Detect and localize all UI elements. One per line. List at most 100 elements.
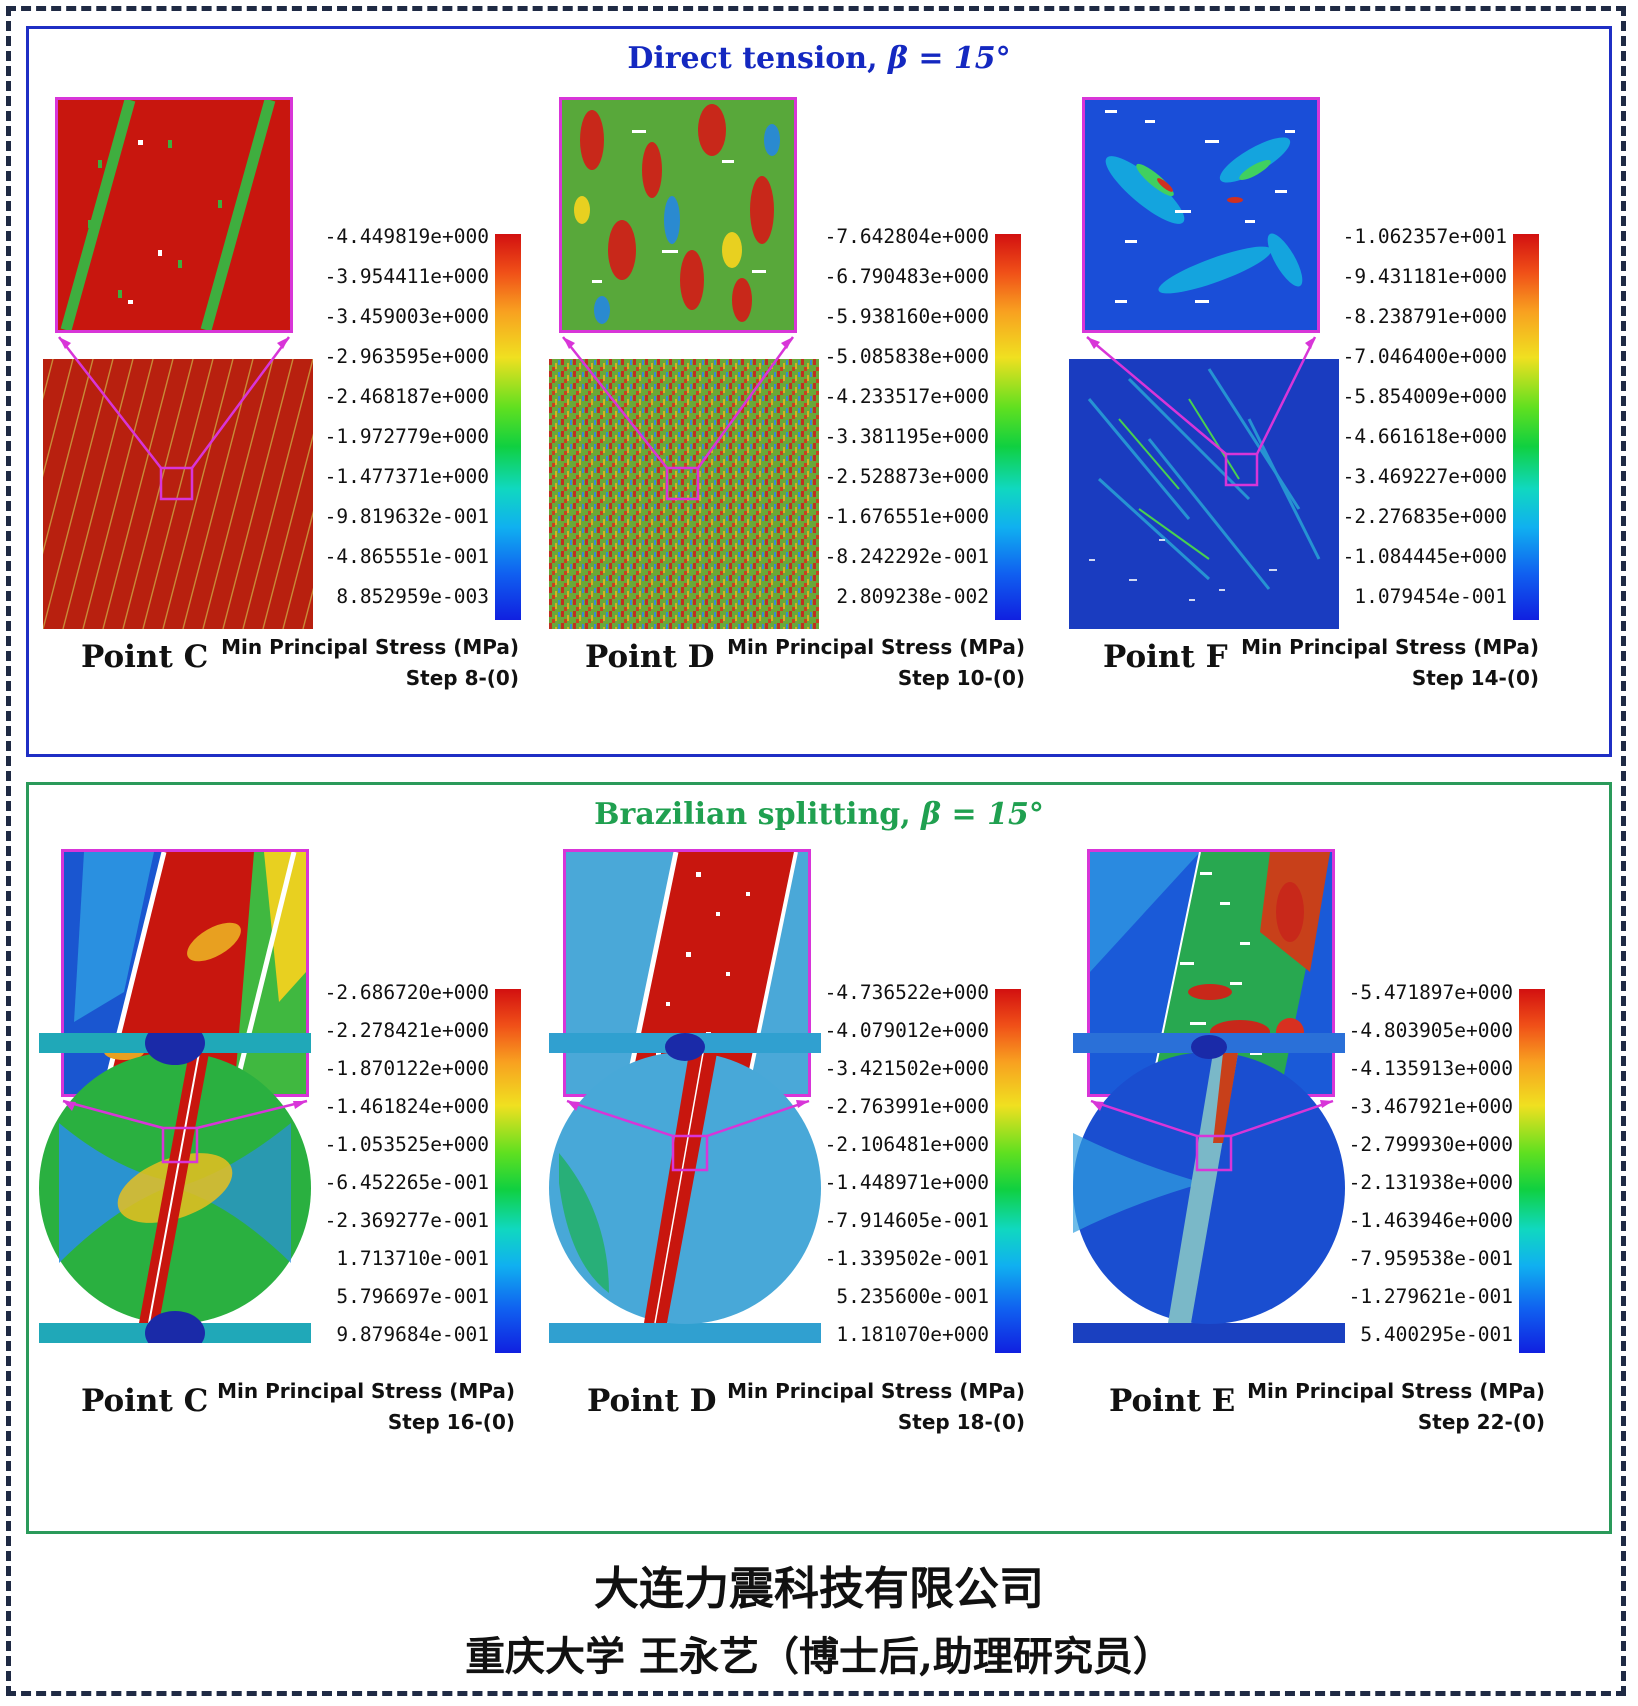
legend-value: 8.852959e-003 [336, 585, 489, 608]
stress-label: Min Principal Stress (MPa) [221, 635, 519, 659]
legend-value: -7.642804e+000 [824, 225, 989, 248]
panel-top-point-f: -1.062357e+001 -9.431181e+000 -8.238791e… [1069, 29, 1609, 754]
legend-value: -9.819632e-001 [324, 505, 489, 528]
legend-value: -2.686720e+000 [324, 981, 489, 1004]
legend-value: 5.235600e-001 [836, 1285, 989, 1308]
specimen-image [39, 1033, 311, 1343]
legend-value: -4.661618e+000 [1342, 425, 1507, 448]
panel-bottom-point-d: -4.736522e+000 -4.079012e+000 -3.421502e… [549, 785, 1069, 1531]
legend-value: -1.053525e+000 [324, 1133, 489, 1156]
footer-company: 大连力震科技有限公司 [593, 1562, 1044, 1615]
step-label: Step 14-(0) [1411, 666, 1539, 690]
brazilian-splitting-section: Brazilian splitting, β = 15° [26, 782, 1612, 1534]
colorbar [1519, 989, 1545, 1353]
stress-label: Min Principal Stress (MPa) [1241, 635, 1539, 659]
legend-value: -4.135913e+000 [1348, 1057, 1513, 1080]
colorbar [1513, 234, 1539, 620]
title-beta: β = 15° [921, 797, 1044, 832]
legend-value: -1.461824e+000 [324, 1095, 489, 1118]
legend-value: -7.046400e+000 [1342, 345, 1507, 368]
legend-value: -5.938160e+000 [824, 305, 989, 328]
legend-value: -3.381195e+000 [824, 425, 989, 448]
panel-top-point-d: -7.642804e+000 -6.790483e+000 -5.938160e… [549, 29, 1069, 754]
legend-values: -5.471897e+000 -4.803905e+000 -4.135913e… [1323, 981, 1513, 1381]
stress-label: Min Principal Stress (MPa) [217, 1379, 515, 1403]
legend-value: -2.963595e+000 [324, 345, 489, 368]
legend-value: -2.763991e+000 [824, 1095, 989, 1118]
legend-value: -4.449819e+000 [324, 225, 489, 248]
legend-value: -2.528873e+000 [824, 465, 989, 488]
legend-value: -5.471897e+000 [1348, 981, 1513, 1004]
legend-value: -7.959538e-001 [1348, 1247, 1513, 1270]
panel-bottom-point-e: -5.471897e+000 -4.803905e+000 -4.135913e… [1069, 785, 1609, 1531]
direct-tension-title: Direct tension, β = 15° [29, 41, 1609, 76]
legend-value: 1.713710e-001 [336, 1247, 489, 1270]
legend-values: -7.642804e+000 -6.790483e+000 -5.938160e… [799, 225, 989, 625]
legend-value: -1.062357e+001 [1342, 225, 1507, 248]
point-label: Point D [585, 639, 715, 675]
legend-value: -1.448971e+000 [824, 1171, 989, 1194]
legend-value: -3.954411e+000 [324, 265, 489, 288]
legend-value: -1.339502e-001 [824, 1247, 989, 1270]
specimen-image [549, 359, 819, 629]
legend-value: -4.803905e+000 [1348, 1019, 1513, 1042]
step-label: Step 18-(0) [897, 1410, 1025, 1434]
stress-label: Min Principal Stress (MPa) [727, 635, 1025, 659]
panel-top-point-c: -4.449819e+000 -3.954411e+000 -3.459003e… [29, 29, 549, 754]
title-text: Direct tension, [627, 41, 888, 76]
brazilian-splitting-title: Brazilian splitting, β = 15° [29, 797, 1609, 832]
colorbar [495, 234, 521, 620]
legend-values: -4.449819e+000 -3.954411e+000 -3.459003e… [299, 225, 489, 625]
legend-value: -1.477371e+000 [324, 465, 489, 488]
legend-values: -1.062357e+001 -9.431181e+000 -8.238791e… [1319, 225, 1507, 625]
legend-value: -3.421502e+000 [824, 1057, 989, 1080]
title-beta: β = 15° [887, 41, 1011, 76]
legend-value: -1.463946e+000 [1348, 1209, 1513, 1232]
point-label: Point F [1103, 639, 1228, 675]
legend-value: 5.796697e-001 [336, 1285, 489, 1308]
legend-value: 1.181070e+000 [836, 1323, 989, 1346]
legend-value: 1.079454e-001 [1354, 585, 1507, 608]
legend-value: -3.467921e+000 [1348, 1095, 1513, 1118]
legend-values: -2.686720e+000 -2.278421e+000 -1.870122e… [299, 981, 489, 1381]
point-label: Point C [81, 1383, 209, 1419]
legend-value: -2.278421e+000 [324, 1019, 489, 1042]
legend-value: -1.870122e+000 [324, 1057, 489, 1080]
step-label: Step 16-(0) [387, 1410, 515, 1434]
legend-value: -8.238791e+000 [1342, 305, 1507, 328]
legend-value: -4.233517e+000 [824, 385, 989, 408]
legend-value: -5.085838e+000 [824, 345, 989, 368]
step-label: Step 22-(0) [1417, 1410, 1545, 1434]
legend-value: -7.914605e-001 [824, 1209, 989, 1232]
point-label: Point D [587, 1383, 717, 1419]
legend-value: -9.431181e+000 [1342, 265, 1507, 288]
legend-value: -3.469227e+000 [1342, 465, 1507, 488]
legend-value: -2.106481e+000 [824, 1133, 989, 1156]
legend-value: -1.676551e+000 [824, 505, 989, 528]
legend-value: 9.879684e-001 [336, 1323, 489, 1346]
legend-value: -1.279621e-001 [1348, 1285, 1513, 1308]
legend-value: -4.736522e+000 [824, 981, 989, 1004]
legend-value: -2.276835e+000 [1342, 505, 1507, 528]
colorbar [995, 234, 1021, 620]
legend-value: -2.131938e+000 [1348, 1171, 1513, 1194]
point-label: Point E [1109, 1383, 1236, 1419]
footer-author: 重庆大学 王永艺（博士后,助理研究员） [465, 1633, 1173, 1680]
specimen-image [549, 1033, 821, 1343]
legend-value: -8.242292e-001 [824, 545, 989, 568]
colorbar [495, 989, 521, 1353]
legend-value: -4.865551e-001 [324, 545, 489, 568]
legend-value: -2.369277e-001 [324, 1209, 489, 1232]
point-label: Point C [81, 639, 209, 675]
specimen-image [1069, 359, 1339, 629]
legend-value: -4.079012e+000 [824, 1019, 989, 1042]
direct-tension-section: Direct tension, β = 15° [26, 26, 1612, 757]
outer-dashed-frame [6, 6, 1626, 1696]
legend-value: -5.854009e+000 [1342, 385, 1507, 408]
zoom-inset [55, 97, 293, 333]
title-text: Brazilian splitting, [594, 797, 922, 832]
legend-value: -2.468187e+000 [324, 385, 489, 408]
zoom-inset [1082, 97, 1320, 333]
legend-values: -4.736522e+000 -4.079012e+000 -3.421502e… [799, 981, 989, 1381]
specimen-image [1073, 1033, 1345, 1343]
